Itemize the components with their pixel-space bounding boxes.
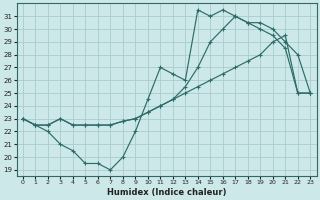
X-axis label: Humidex (Indice chaleur): Humidex (Indice chaleur) xyxy=(107,188,226,197)
